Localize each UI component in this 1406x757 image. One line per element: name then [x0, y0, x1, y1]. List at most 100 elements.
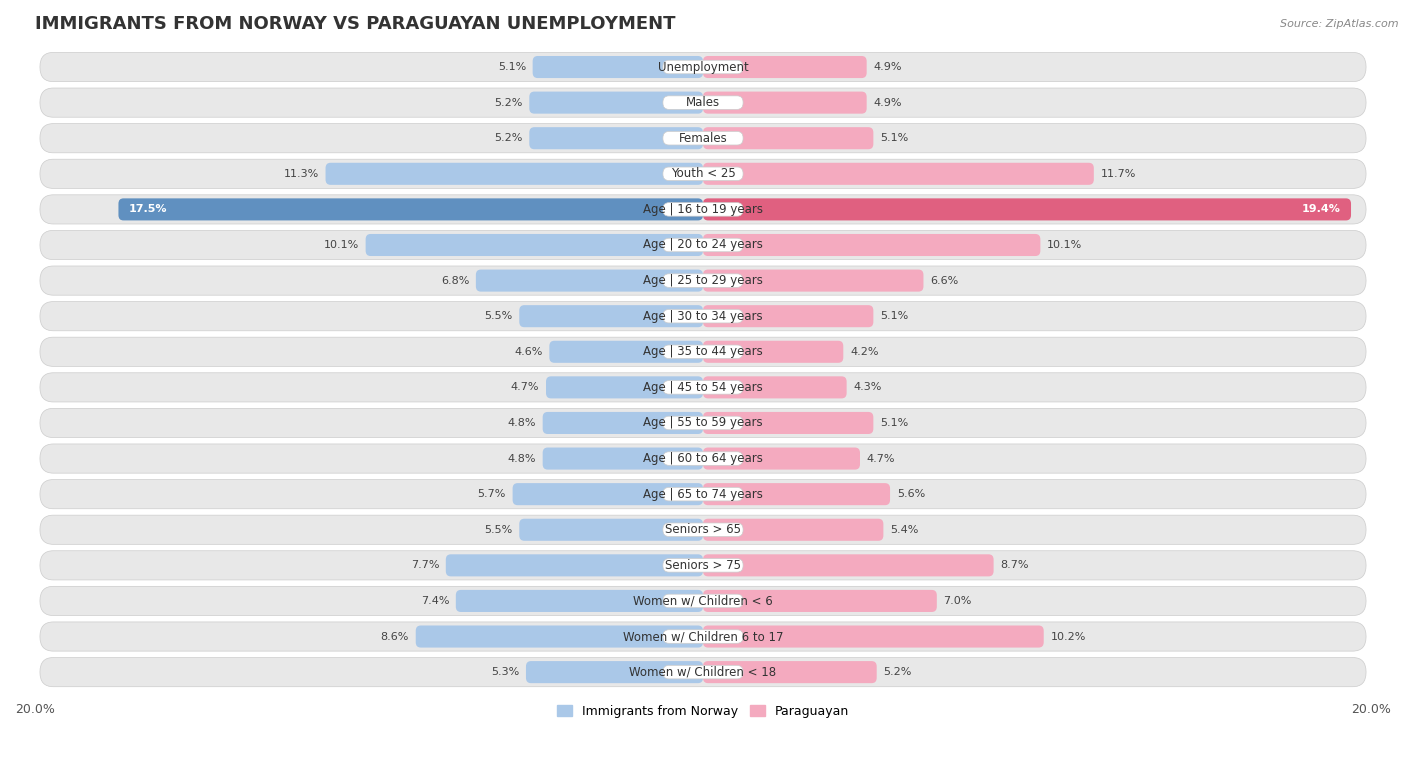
FancyBboxPatch shape: [662, 274, 744, 288]
Text: Youth < 25: Youth < 25: [671, 167, 735, 180]
FancyBboxPatch shape: [39, 408, 1367, 438]
FancyBboxPatch shape: [662, 96, 744, 109]
FancyBboxPatch shape: [39, 372, 1367, 402]
FancyBboxPatch shape: [446, 554, 703, 576]
FancyBboxPatch shape: [703, 483, 890, 505]
Text: Source: ZipAtlas.com: Source: ZipAtlas.com: [1281, 19, 1399, 29]
FancyBboxPatch shape: [662, 132, 744, 145]
FancyBboxPatch shape: [519, 305, 703, 327]
FancyBboxPatch shape: [39, 123, 1367, 153]
FancyBboxPatch shape: [519, 519, 703, 540]
Text: 5.5%: 5.5%: [484, 525, 513, 534]
FancyBboxPatch shape: [39, 301, 1367, 331]
FancyBboxPatch shape: [703, 92, 866, 114]
FancyBboxPatch shape: [703, 305, 873, 327]
Text: Women w/ Children < 18: Women w/ Children < 18: [630, 665, 776, 678]
Text: Age | 55 to 59 years: Age | 55 to 59 years: [643, 416, 763, 429]
FancyBboxPatch shape: [529, 127, 703, 149]
Text: 5.5%: 5.5%: [484, 311, 513, 321]
FancyBboxPatch shape: [529, 92, 703, 114]
Text: 5.1%: 5.1%: [880, 418, 908, 428]
FancyBboxPatch shape: [39, 159, 1367, 188]
FancyBboxPatch shape: [703, 127, 873, 149]
FancyBboxPatch shape: [39, 266, 1367, 295]
FancyBboxPatch shape: [662, 594, 744, 608]
FancyBboxPatch shape: [662, 665, 744, 679]
Text: 10.2%: 10.2%: [1050, 631, 1085, 641]
FancyBboxPatch shape: [39, 52, 1367, 82]
FancyBboxPatch shape: [39, 444, 1367, 473]
FancyBboxPatch shape: [662, 167, 744, 181]
Text: 4.3%: 4.3%: [853, 382, 882, 392]
FancyBboxPatch shape: [703, 269, 924, 291]
Text: 5.2%: 5.2%: [495, 98, 523, 107]
Text: Age | 45 to 54 years: Age | 45 to 54 years: [643, 381, 763, 394]
Text: 10.1%: 10.1%: [323, 240, 359, 250]
FancyBboxPatch shape: [703, 625, 1043, 647]
FancyBboxPatch shape: [703, 661, 877, 683]
FancyBboxPatch shape: [533, 56, 703, 78]
Text: 4.8%: 4.8%: [508, 453, 536, 463]
FancyBboxPatch shape: [703, 56, 866, 78]
Text: 8.7%: 8.7%: [1000, 560, 1029, 570]
FancyBboxPatch shape: [662, 203, 744, 217]
FancyBboxPatch shape: [39, 480, 1367, 509]
FancyBboxPatch shape: [662, 416, 744, 430]
Text: 6.8%: 6.8%: [441, 276, 470, 285]
Text: 4.8%: 4.8%: [508, 418, 536, 428]
Text: 5.7%: 5.7%: [478, 489, 506, 499]
FancyBboxPatch shape: [703, 554, 994, 576]
FancyBboxPatch shape: [662, 310, 744, 323]
FancyBboxPatch shape: [703, 447, 860, 469]
Text: Unemployment: Unemployment: [658, 61, 748, 73]
FancyBboxPatch shape: [662, 345, 744, 359]
Text: Women w/ Children 6 to 17: Women w/ Children 6 to 17: [623, 630, 783, 643]
Text: 5.2%: 5.2%: [883, 667, 911, 677]
Text: 5.2%: 5.2%: [495, 133, 523, 143]
Text: Age | 16 to 19 years: Age | 16 to 19 years: [643, 203, 763, 216]
Text: 7.0%: 7.0%: [943, 596, 972, 606]
FancyBboxPatch shape: [703, 198, 1351, 220]
Text: 5.1%: 5.1%: [498, 62, 526, 72]
FancyBboxPatch shape: [703, 376, 846, 398]
Text: 4.6%: 4.6%: [515, 347, 543, 357]
Text: Seniors > 65: Seniors > 65: [665, 523, 741, 536]
Text: 5.1%: 5.1%: [880, 311, 908, 321]
FancyBboxPatch shape: [662, 630, 744, 643]
FancyBboxPatch shape: [39, 587, 1367, 615]
Text: Age | 25 to 29 years: Age | 25 to 29 years: [643, 274, 763, 287]
FancyBboxPatch shape: [39, 658, 1367, 687]
FancyBboxPatch shape: [546, 376, 703, 398]
FancyBboxPatch shape: [326, 163, 703, 185]
Text: Age | 20 to 24 years: Age | 20 to 24 years: [643, 238, 763, 251]
Text: IMMIGRANTS FROM NORWAY VS PARAGUAYAN UNEMPLOYMENT: IMMIGRANTS FROM NORWAY VS PARAGUAYAN UNE…: [35, 15, 675, 33]
FancyBboxPatch shape: [39, 88, 1367, 117]
FancyBboxPatch shape: [550, 341, 703, 363]
FancyBboxPatch shape: [543, 412, 703, 434]
FancyBboxPatch shape: [39, 337, 1367, 366]
FancyBboxPatch shape: [662, 488, 744, 501]
Text: 10.1%: 10.1%: [1047, 240, 1083, 250]
FancyBboxPatch shape: [662, 523, 744, 537]
FancyBboxPatch shape: [662, 238, 744, 252]
Text: 11.7%: 11.7%: [1101, 169, 1136, 179]
Text: Age | 65 to 74 years: Age | 65 to 74 years: [643, 488, 763, 500]
FancyBboxPatch shape: [366, 234, 703, 256]
FancyBboxPatch shape: [39, 551, 1367, 580]
FancyBboxPatch shape: [39, 230, 1367, 260]
FancyBboxPatch shape: [456, 590, 703, 612]
FancyBboxPatch shape: [543, 447, 703, 469]
Text: Males: Males: [686, 96, 720, 109]
FancyBboxPatch shape: [39, 195, 1367, 224]
FancyBboxPatch shape: [526, 661, 703, 683]
Text: 5.6%: 5.6%: [897, 489, 925, 499]
Text: 4.9%: 4.9%: [873, 62, 901, 72]
FancyBboxPatch shape: [703, 163, 1094, 185]
Text: 4.7%: 4.7%: [866, 453, 896, 463]
FancyBboxPatch shape: [39, 516, 1367, 544]
Text: 4.2%: 4.2%: [851, 347, 879, 357]
Text: Women w/ Children < 6: Women w/ Children < 6: [633, 594, 773, 607]
Text: Age | 35 to 44 years: Age | 35 to 44 years: [643, 345, 763, 358]
FancyBboxPatch shape: [475, 269, 703, 291]
Text: Age | 60 to 64 years: Age | 60 to 64 years: [643, 452, 763, 465]
